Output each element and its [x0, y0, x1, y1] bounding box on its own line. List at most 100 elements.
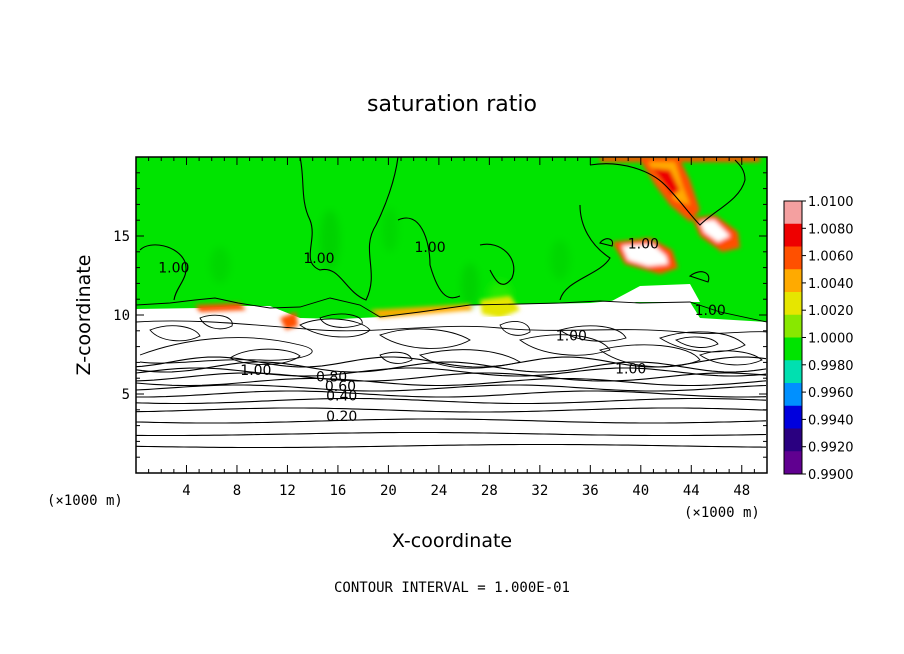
contour-upper-7: [688, 271, 710, 283]
colorbar-label-9: 0.9920: [808, 441, 854, 456]
x-tick-label-2: 12: [279, 483, 296, 499]
colorbar-label-0: 1.0100: [808, 195, 854, 210]
colorbar-label-10: 0.9900: [808, 468, 854, 483]
colorbar-swatch-8: [784, 383, 802, 407]
contour-upper-3: [479, 243, 515, 285]
colorbar-swatch-1: [784, 223, 802, 247]
chart-title: saturation ratio: [367, 92, 537, 117]
y-tick-label-2: 15: [113, 229, 130, 245]
colorbar-label-3: 1.0040: [808, 277, 854, 292]
x-tick-label-0: 4: [182, 483, 190, 499]
colorbar-label-2: 1.0060: [808, 250, 854, 265]
colorbar-swatch-9: [784, 405, 802, 429]
contour-loop-7: [518, 334, 611, 356]
y-axis-label: Z-coordinate: [73, 255, 95, 376]
colorbar-label-6: 0.9980: [808, 359, 854, 374]
contour-level-5: [136, 390, 767, 398]
x-tick-label-8: 36: [582, 483, 599, 499]
contour-loop-17: [136, 320, 767, 334]
colorbar-swatch-6: [784, 337, 802, 361]
colorbar-swatch-10: [784, 428, 802, 452]
colorbar-swatch-11: [784, 451, 802, 475]
x-tick-label-6: 28: [481, 483, 498, 499]
colorbar-swatch-5: [784, 314, 802, 338]
contour-level-9: [136, 367, 767, 377]
contour-upper-0: [299, 157, 399, 301]
contour-level-3: [136, 407, 767, 413]
colorbar-label-4: 1.0020: [808, 304, 854, 319]
x-tick-label-10: 44: [683, 483, 700, 499]
saturated-texture: [210, 208, 570, 309]
contour-level-0: [136, 443, 767, 449]
saturated-region: [136, 157, 767, 322]
contour-label-4: 1.00: [695, 303, 726, 319]
contour-loop-15: [499, 321, 531, 336]
x-tick-label-11: 48: [733, 483, 750, 499]
colorbar-label-8: 0.9940: [808, 413, 854, 428]
x-tick-label-9: 40: [632, 483, 649, 499]
contour-loop-16: [136, 297, 767, 323]
contour-loop-12: [699, 350, 763, 366]
x-tick-label-3: 16: [329, 483, 346, 499]
contour-level-10: [136, 361, 767, 373]
colorbar: 1.0100 1.0080 1.0060 1.0040 1.0020 1.0000 0.99…: [783, 195, 854, 483]
contour-loop-0: [139, 337, 313, 364]
contour-loop-9: [598, 344, 701, 368]
plot-area: [136, 157, 767, 473]
contour-level-7: [136, 377, 767, 387]
contour-loop-14: [379, 351, 413, 364]
white-gap-upper-right: [610, 284, 700, 302]
contour-label-1: 1.00: [303, 251, 334, 267]
x-tick-label-5: 24: [430, 483, 447, 499]
contour-lines: [136, 157, 767, 449]
colorbar-swatch-3: [784, 269, 802, 293]
colorbar-label-7: 0.9960: [808, 386, 854, 401]
contour-label-3: 1.00: [628, 237, 659, 253]
contour-label-7: 1.00: [240, 363, 271, 379]
contour-level-6: [136, 384, 767, 392]
x-tick-label-1: 8: [233, 483, 241, 499]
x-unit-right: (×1000 m): [684, 505, 760, 521]
contour-label-6: 1.00: [615, 361, 646, 377]
contour-upper-1: [397, 217, 461, 299]
contour-level-4: [136, 397, 767, 405]
contour-level-2: [136, 418, 767, 424]
cloud-hole: [470, 316, 530, 355]
colorbar-label-5: 1.0000: [808, 332, 854, 347]
contour-level-8: [136, 372, 767, 382]
contour-loop-1: [229, 348, 301, 366]
contour-label-11: 0.20: [326, 409, 357, 425]
contour-label-9: 0.60: [325, 379, 356, 395]
contour-loop-4: [199, 314, 233, 330]
contour-label-2: 1.00: [414, 240, 445, 256]
x-axis-label: X-coordinate: [392, 530, 512, 552]
colorbar-swatch-2: [784, 246, 802, 270]
colorbar-swatch-7: [784, 360, 802, 384]
colorbar-label-1: 1.0080: [808, 222, 854, 237]
colorbar-swatch-0: [784, 201, 802, 225]
x-tick-label-4: 20: [380, 483, 397, 499]
contour-label-8: 0.80: [316, 369, 347, 385]
contour-interval-note: CONTOUR INTERVAL = 1.000E-01: [334, 580, 570, 596]
y-tick-label-1: 10: [113, 308, 130, 324]
contour-upper-5: [559, 204, 611, 301]
contour-loop-13: [149, 325, 201, 342]
x-unit-left: (×1000 m): [47, 493, 123, 509]
contour-labels: 1.00 1.00 1.00 1.00 1.00 1.00 1.00 1.00 0.800.60…: [158, 237, 726, 425]
contour-loop-8: [558, 325, 627, 342]
contour-upper-4: [589, 159, 746, 226]
contour-level-1: [136, 431, 767, 437]
y-tick-label-0: 5: [122, 387, 130, 403]
x-tick-label-7: 32: [531, 483, 548, 499]
contour-loop-11: [675, 336, 719, 348]
contour-label-5: 1.00: [556, 328, 587, 344]
contour-label-10: 0.40: [326, 388, 357, 404]
contour-label-0: 1.00: [158, 260, 189, 276]
contour-loop-3: [319, 313, 363, 328]
colorbar-swatch-4: [784, 292, 802, 316]
contour-loop-6: [418, 349, 522, 369]
contour-upper-6: [599, 238, 614, 247]
contour-upper-2: [139, 244, 187, 301]
